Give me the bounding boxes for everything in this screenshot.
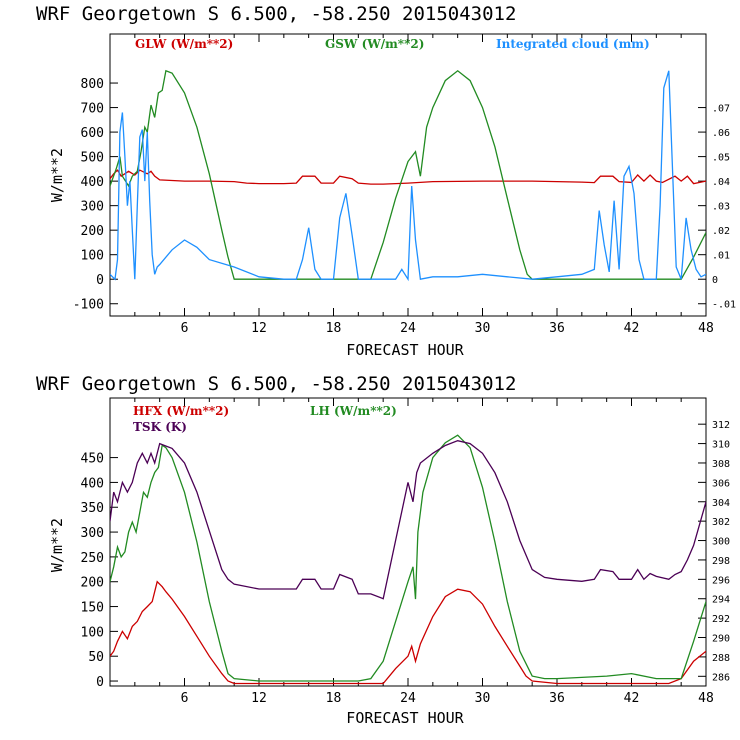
series-line-1 xyxy=(110,169,706,185)
y2-tick-label: 310 xyxy=(712,440,730,451)
y2-tick-label: 312 xyxy=(712,420,730,431)
y-tick-label: 600 xyxy=(81,126,104,141)
x-tick-label: 18 xyxy=(326,321,342,336)
legend-entry: Integrated cloud (mm) xyxy=(496,37,650,51)
y2-tick-label: 304 xyxy=(712,498,730,509)
series-line-2 xyxy=(110,69,706,280)
x-tick-label: 36 xyxy=(549,321,565,336)
y2-tick-label: 298 xyxy=(712,556,730,567)
x-tick-label: 42 xyxy=(624,691,640,706)
x-tick-label: 12 xyxy=(251,691,267,706)
x-tick-label: 24 xyxy=(400,321,416,336)
series-line-3 xyxy=(110,70,706,282)
x-tick-label: 48 xyxy=(698,691,714,706)
plot-frame xyxy=(109,397,707,687)
y-tick-label: 100 xyxy=(81,249,104,264)
legend-entry: LH (W/m**2) xyxy=(310,404,397,418)
y2-tick-label: .07 xyxy=(712,104,730,115)
y2-tick-label: 302 xyxy=(712,517,730,528)
x-tick-label: 18 xyxy=(326,691,342,706)
y-tick-label: 350 xyxy=(81,501,104,516)
y-tick-label: 400 xyxy=(81,476,104,491)
y2-tick-label: .02 xyxy=(712,226,730,237)
x-axis-label: FORECAST HOUR xyxy=(346,709,464,727)
y-tick-label: 250 xyxy=(81,551,104,566)
x-tick-label: 24 xyxy=(400,691,416,706)
y2-tick-label: 294 xyxy=(712,595,730,606)
y-tick-label: 800 xyxy=(81,77,104,92)
y-tick-label: -100 xyxy=(73,298,104,313)
x-tick-label: 6 xyxy=(181,691,189,706)
chart-panel-1: WRF Georgetown S 6.500, -58.250 20150430… xyxy=(36,3,736,359)
y-tick-label: 200 xyxy=(81,576,104,591)
y2-tick-label: .04 xyxy=(712,177,730,188)
y2-tick-label: 300 xyxy=(712,537,730,548)
y2-tick-label: .01 xyxy=(712,251,730,262)
x-tick-label: 30 xyxy=(475,321,491,336)
y-tick-label: 300 xyxy=(81,200,104,215)
legend-entry: HFX (W/m**2) xyxy=(133,404,229,418)
y2-tick-label: 292 xyxy=(712,614,730,625)
series-line-3 xyxy=(110,440,706,600)
series-line-1 xyxy=(110,580,706,685)
y2-tick-label: 296 xyxy=(712,575,730,586)
y-tick-label: 150 xyxy=(81,601,104,616)
y2-tick-label: .06 xyxy=(712,128,730,139)
x-tick-label: 42 xyxy=(624,321,640,336)
y-tick-label: 400 xyxy=(81,175,104,190)
chart-title: WRF Georgetown S 6.500, -58.250 20150430… xyxy=(36,3,516,25)
y-tick-label: 200 xyxy=(81,224,104,239)
y-axis-label: W/m**2 xyxy=(48,518,66,572)
y-tick-label: 300 xyxy=(81,526,104,541)
x-axis-label: FORECAST HOUR xyxy=(346,341,464,359)
y-tick-label: 100 xyxy=(81,625,104,640)
x-tick-label: 30 xyxy=(475,691,491,706)
y-tick-label: 700 xyxy=(81,102,104,117)
x-tick-label: 12 xyxy=(251,321,267,336)
y2-tick-label: .05 xyxy=(712,153,730,164)
y2-tick-label: 0 xyxy=(712,275,718,286)
y2-tick-label: 308 xyxy=(712,459,730,470)
x-tick-label: 48 xyxy=(698,321,714,336)
chart-title: WRF Georgetown S 6.500, -58.250 20150430… xyxy=(36,373,516,395)
x-tick-label: 36 xyxy=(549,691,565,706)
y2-tick-label: 288 xyxy=(712,653,730,664)
chart-panel-2: WRF Georgetown S 6.500, -58.250 20150430… xyxy=(36,373,730,727)
y-tick-label: 450 xyxy=(81,452,104,467)
legend-entry: GLW (W/m**2) xyxy=(135,37,233,51)
y-tick-label: 0 xyxy=(96,273,104,288)
y-tick-label: 500 xyxy=(81,151,104,166)
x-tick-label: 6 xyxy=(181,321,189,336)
y2-tick-label: -.01 xyxy=(712,300,736,311)
y2-tick-label: 306 xyxy=(712,478,730,489)
legend-entry: GSW (W/m**2) xyxy=(325,37,424,51)
y2-tick-label: 286 xyxy=(712,672,730,683)
y-axis-label: W/m**2 xyxy=(48,148,66,202)
y-tick-label: 50 xyxy=(88,650,104,665)
y2-tick-label: 290 xyxy=(712,634,730,645)
legend-entry: TSK (K) xyxy=(133,420,187,434)
y2-tick-label: .03 xyxy=(712,202,730,213)
y-tick-label: 0 xyxy=(96,675,104,690)
series-line-2 xyxy=(110,434,706,682)
